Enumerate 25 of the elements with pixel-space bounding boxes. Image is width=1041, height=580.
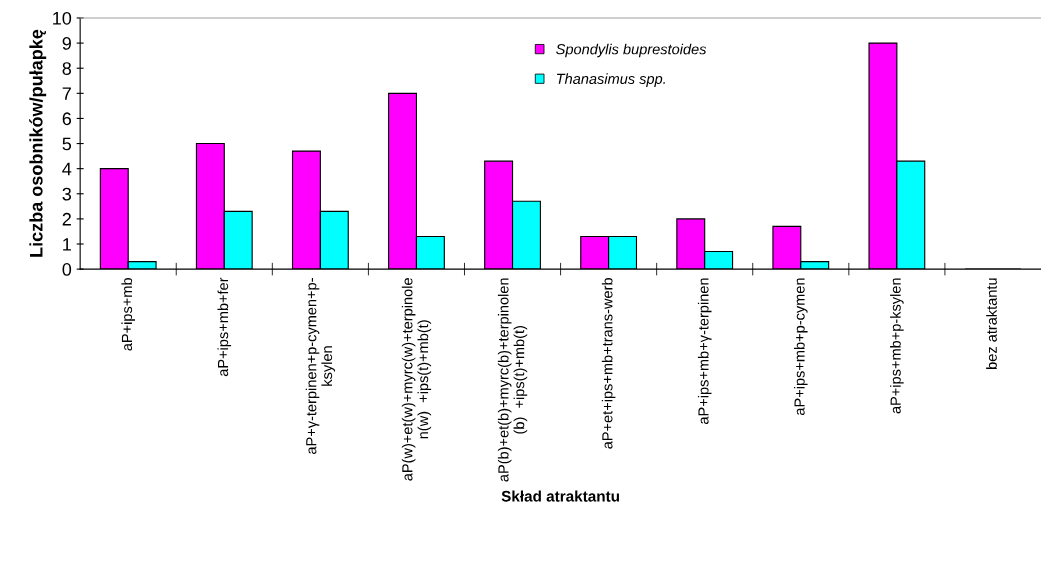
y-tick-label: 8 — [62, 62, 72, 75]
y-tick-label: 2 — [62, 212, 71, 226]
y-tick-label: 6 — [62, 112, 72, 126]
y-tick-label: 9 — [62, 37, 71, 50]
x-tick-label: aP(w)+et(w)+myrc(w)+terpinole n(w) +ips(t)+mb(t) — [401, 278, 432, 481]
x-tick-label: aP+ips+mb+p-cymen — [793, 278, 808, 416]
x-tick-label: aP+ips+mb+p-ksylen — [890, 278, 904, 414]
y-tick-label: 0 — [62, 263, 72, 276]
y-tick-label: 10 — [53, 11, 72, 25]
x-tick-label: aP+ips+mb+fer — [217, 277, 232, 377]
y-tick-label: 3 — [62, 187, 72, 201]
x-tick-label: aP+ips+mb+γ-terpinen — [697, 278, 712, 424]
x-tick-label: aP(b)+et(b)+myrc(b)+terpinolen (b) +ips(t)+mb(t) — [497, 278, 528, 482]
x-tick-label: aP+ips+mb — [121, 278, 135, 351]
y-axis-title: Liczba osobników/pułapkę — [29, 29, 47, 257]
x-axis-title: Skład atraktantu — [501, 490, 620, 502]
x-tick-label: aP+et+ips+mb+trans-werb — [601, 278, 616, 449]
y-tick-label: 7 — [62, 87, 71, 100]
legend-label: Thanasimus spp. — [557, 73, 665, 87]
x-tick-label: aP+γ-terpinen+p-cymen+p- ksylen — [305, 278, 336, 454]
y-tick-label: 5 — [62, 137, 72, 151]
x-tick-label: bez atraktantu — [986, 278, 997, 369]
y-tick-label: 1 — [63, 238, 71, 251]
y-tick-label: 4 — [62, 162, 72, 176]
legend-label: Spondylis buprestoides — [556, 43, 707, 58]
